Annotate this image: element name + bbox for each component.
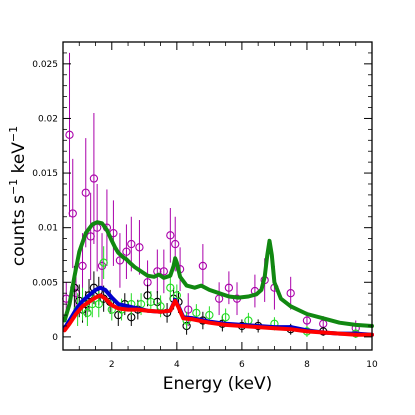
- data-point: [221, 313, 230, 322]
- y-tick-label: 0: [52, 333, 58, 343]
- y-axis-title-base: counts s: [9, 195, 29, 266]
- y-tick-label: 0.01: [38, 224, 58, 234]
- data-point: [135, 243, 144, 252]
- data-point: [99, 258, 108, 267]
- y-axis-title: counts s−1 keV−1: [7, 126, 29, 266]
- x-tick-label: 8: [304, 360, 310, 370]
- data-point: [166, 231, 175, 240]
- plot-frame: [62, 41, 373, 351]
- x-tick-label: 6: [239, 360, 245, 370]
- data-point: [198, 261, 208, 271]
- x-tick-label: 4: [174, 360, 180, 370]
- y-axis-title-mid: keV: [9, 142, 29, 179]
- data-point: [159, 267, 168, 276]
- data-point: [89, 174, 99, 183]
- data-point: [224, 283, 234, 292]
- y-axis-title-exp2: −1: [7, 126, 20, 142]
- data-point: [184, 305, 193, 314]
- model-curve-1: [62, 293, 374, 337]
- x-tick-label: 2: [109, 360, 115, 370]
- model-curve-2: [62, 220, 374, 328]
- y-tick-label: 0.005: [32, 278, 58, 288]
- data-point: [68, 209, 77, 218]
- axis-layer: 2 4 6 8 10 0 0.005 0.01 0.015 0.02 0.025: [32, 42, 378, 370]
- data-point: [65, 130, 74, 139]
- x-tick-label: 10: [366, 360, 378, 370]
- y-tick-label: 0.015: [32, 169, 58, 179]
- y-axis-title-exp1: −1: [7, 179, 20, 195]
- data-point: [205, 310, 214, 320]
- data-point: [94, 299, 103, 309]
- y-tick-label: 0.025: [32, 60, 58, 70]
- data-point: [127, 239, 136, 249]
- model-curve-layer: [62, 220, 374, 337]
- data-point: [286, 289, 295, 298]
- data-point: [78, 261, 87, 271]
- data-point: [171, 239, 180, 249]
- y-tick-label: 0.02: [38, 114, 58, 124]
- x-axis-title: Energy (keV): [163, 374, 273, 394]
- data-point: [166, 283, 175, 292]
- data-point: [83, 308, 92, 318]
- data-point: [302, 316, 312, 325]
- data-point: [122, 247, 131, 256]
- data-point: [81, 188, 90, 197]
- data-point: [146, 297, 155, 307]
- data-point: [192, 308, 201, 318]
